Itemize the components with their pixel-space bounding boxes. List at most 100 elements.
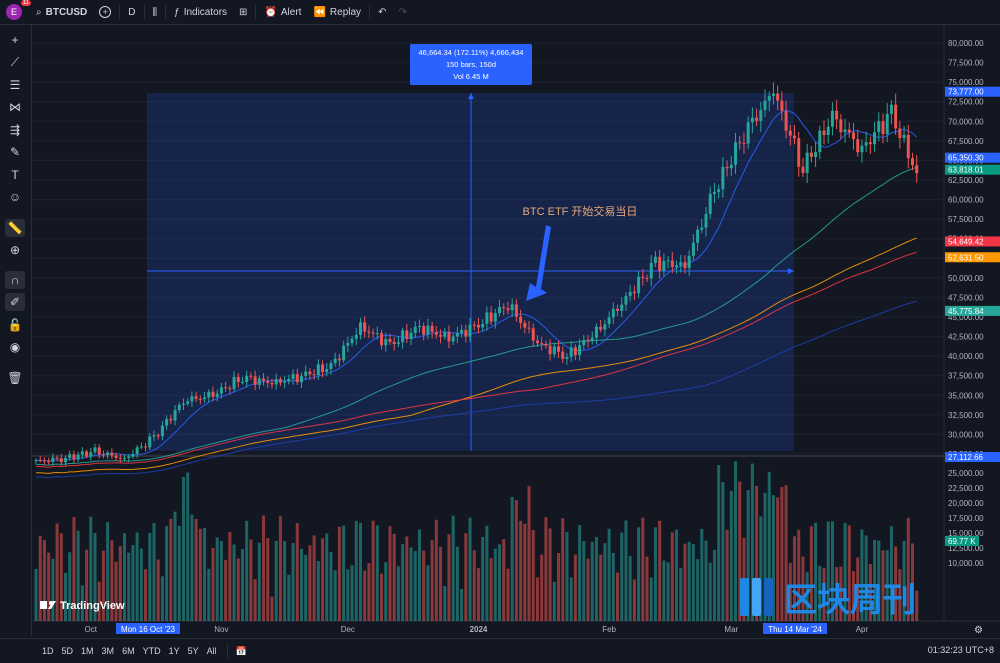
price-label-box bbox=[945, 236, 1000, 247]
candle-body bbox=[746, 122, 750, 144]
layouts-button[interactable]: ⊞ bbox=[233, 0, 253, 24]
candle-body bbox=[295, 374, 299, 383]
volume-bar bbox=[194, 519, 198, 621]
candle-body bbox=[392, 341, 396, 344]
candle-body bbox=[881, 121, 885, 135]
volume-bar bbox=[346, 569, 350, 621]
replay-button[interactable]: ⏪ Replay bbox=[313, 6, 362, 18]
time-tick-label: Apr bbox=[856, 625, 869, 634]
range-1d-button[interactable]: 1D bbox=[42, 646, 54, 656]
candle-body bbox=[822, 130, 826, 135]
symbol-search-button[interactable]: ⌕ BTCUSD bbox=[30, 0, 93, 24]
volume-bar bbox=[864, 535, 868, 621]
volume-bar bbox=[649, 577, 653, 621]
volume-bar bbox=[485, 525, 489, 621]
candle-body bbox=[759, 109, 763, 121]
candle-body bbox=[430, 325, 434, 332]
volume-bar bbox=[729, 490, 733, 621]
hide-drawings-tool[interactable]: ◉ bbox=[5, 338, 25, 356]
candle-body bbox=[308, 371, 312, 375]
compare-symbol-button[interactable]: + bbox=[93, 0, 117, 24]
volume-bar bbox=[422, 550, 426, 621]
trend-line-icon: ⟋ bbox=[10, 54, 20, 69]
interval-button[interactable]: D bbox=[128, 6, 136, 18]
volume-bar bbox=[262, 515, 266, 621]
price-axis[interactable] bbox=[944, 25, 1000, 621]
date-range-button[interactable]: 📅 bbox=[230, 639, 253, 663]
crosshair-icon: + bbox=[11, 33, 19, 47]
volume-bar bbox=[687, 541, 691, 621]
candle-body bbox=[852, 132, 856, 140]
candle-body bbox=[299, 375, 303, 383]
candle-body bbox=[439, 334, 443, 337]
user-avatar[interactable]: E 11 bbox=[6, 0, 31, 20]
candle-body bbox=[363, 322, 367, 332]
zoom-tool[interactable]: ⊕ bbox=[5, 241, 25, 259]
chart-canvas[interactable]: 46,664.34 (172.11%) 4,666,434 150 bars, … bbox=[32, 25, 1000, 636]
smiley-icon: ☺ bbox=[8, 190, 22, 204]
volume-bar bbox=[59, 533, 63, 621]
forecast-tool[interactable]: ⇶ bbox=[5, 121, 25, 139]
moving-averages bbox=[35, 109, 918, 479]
moving-average-line bbox=[35, 166, 917, 466]
magnet-tool[interactable]: ∩ bbox=[5, 271, 25, 289]
range-all-button[interactable]: All bbox=[206, 646, 217, 656]
clock[interactable]: 01:32:23 UTC+8 bbox=[927, 645, 994, 655]
crosshair-tool[interactable]: + bbox=[5, 31, 25, 49]
volume-bar bbox=[396, 566, 400, 621]
chart-type-button[interactable]: ⫼ bbox=[147, 0, 164, 24]
candle-body bbox=[89, 452, 93, 457]
candle-body bbox=[152, 435, 156, 437]
alert-button[interactable]: ⏰ Alert bbox=[264, 6, 302, 18]
volume-bar bbox=[902, 540, 906, 621]
time-axis[interactable] bbox=[32, 621, 1000, 636]
axis-settings-icon[interactable]: ⚙ bbox=[974, 625, 983, 636]
range-ytd-button[interactable]: YTD bbox=[142, 646, 161, 656]
text-tool[interactable]: T bbox=[5, 166, 25, 184]
volume-bar bbox=[531, 530, 535, 621]
candle-body bbox=[413, 326, 417, 333]
candle-body bbox=[270, 382, 274, 385]
candle-body bbox=[93, 447, 97, 453]
candle-body bbox=[607, 317, 611, 325]
brush-tool[interactable]: ✎ bbox=[5, 143, 25, 161]
forecast-icon: ⇶ bbox=[9, 123, 21, 137]
volume-tick-label: 22,500.00 bbox=[948, 484, 984, 493]
candle-body bbox=[245, 375, 249, 382]
range-1y-button[interactable]: 1Y bbox=[168, 646, 180, 656]
range-5y-button[interactable]: 5Y bbox=[187, 646, 199, 656]
eye-icon: ◉ bbox=[9, 340, 21, 354]
candle-body bbox=[249, 375, 253, 377]
volume-bar bbox=[97, 581, 101, 621]
indicators-button[interactable]: ƒ Indicators bbox=[174, 6, 228, 18]
range-6m-button[interactable]: 6M bbox=[122, 646, 135, 656]
price-tick-label: 72,500.00 bbox=[948, 98, 984, 107]
volume-bar bbox=[122, 533, 126, 621]
undo-button[interactable]: ↶ bbox=[372, 0, 392, 24]
fib-tool[interactable]: ☰ bbox=[5, 76, 25, 94]
publisher-logo-bar-1 bbox=[740, 578, 749, 616]
pattern-tool[interactable]: ⋈ bbox=[5, 98, 25, 116]
icon-tool[interactable]: ☺ bbox=[5, 188, 25, 206]
etf-annotation-text[interactable]: BTC ETF 开始交易当日 bbox=[523, 204, 638, 218]
annotation-arrow[interactable] bbox=[526, 225, 551, 301]
lock-drawings-tool[interactable]: 🔓 bbox=[5, 316, 25, 334]
measure-tool[interactable]: 📏 bbox=[5, 219, 25, 237]
tradingview-wordmark: TradingView bbox=[60, 600, 125, 612]
candle-body bbox=[763, 100, 767, 110]
redo-button[interactable]: ↷ bbox=[392, 0, 412, 24]
volume-bar bbox=[911, 543, 915, 621]
volume-tick-label: 10,000.00 bbox=[948, 559, 984, 568]
range-1m-button[interactable]: 1M bbox=[81, 646, 94, 656]
volume-bar bbox=[329, 552, 333, 621]
candle-body bbox=[599, 326, 603, 330]
price-tick-label: 67,500.00 bbox=[948, 137, 984, 146]
candle-body bbox=[127, 456, 131, 459]
remove-drawings-tool[interactable]: 🗑 bbox=[5, 369, 25, 387]
stay-in-drawing-tool[interactable]: ✐ bbox=[5, 293, 25, 311]
range-5d-button[interactable]: 5D bbox=[61, 646, 74, 656]
candle-body bbox=[898, 128, 902, 139]
range-3m-button[interactable]: 3M bbox=[101, 646, 115, 656]
volume-bar bbox=[380, 573, 384, 621]
trend-line-tool[interactable]: ⟋ bbox=[5, 53, 25, 71]
